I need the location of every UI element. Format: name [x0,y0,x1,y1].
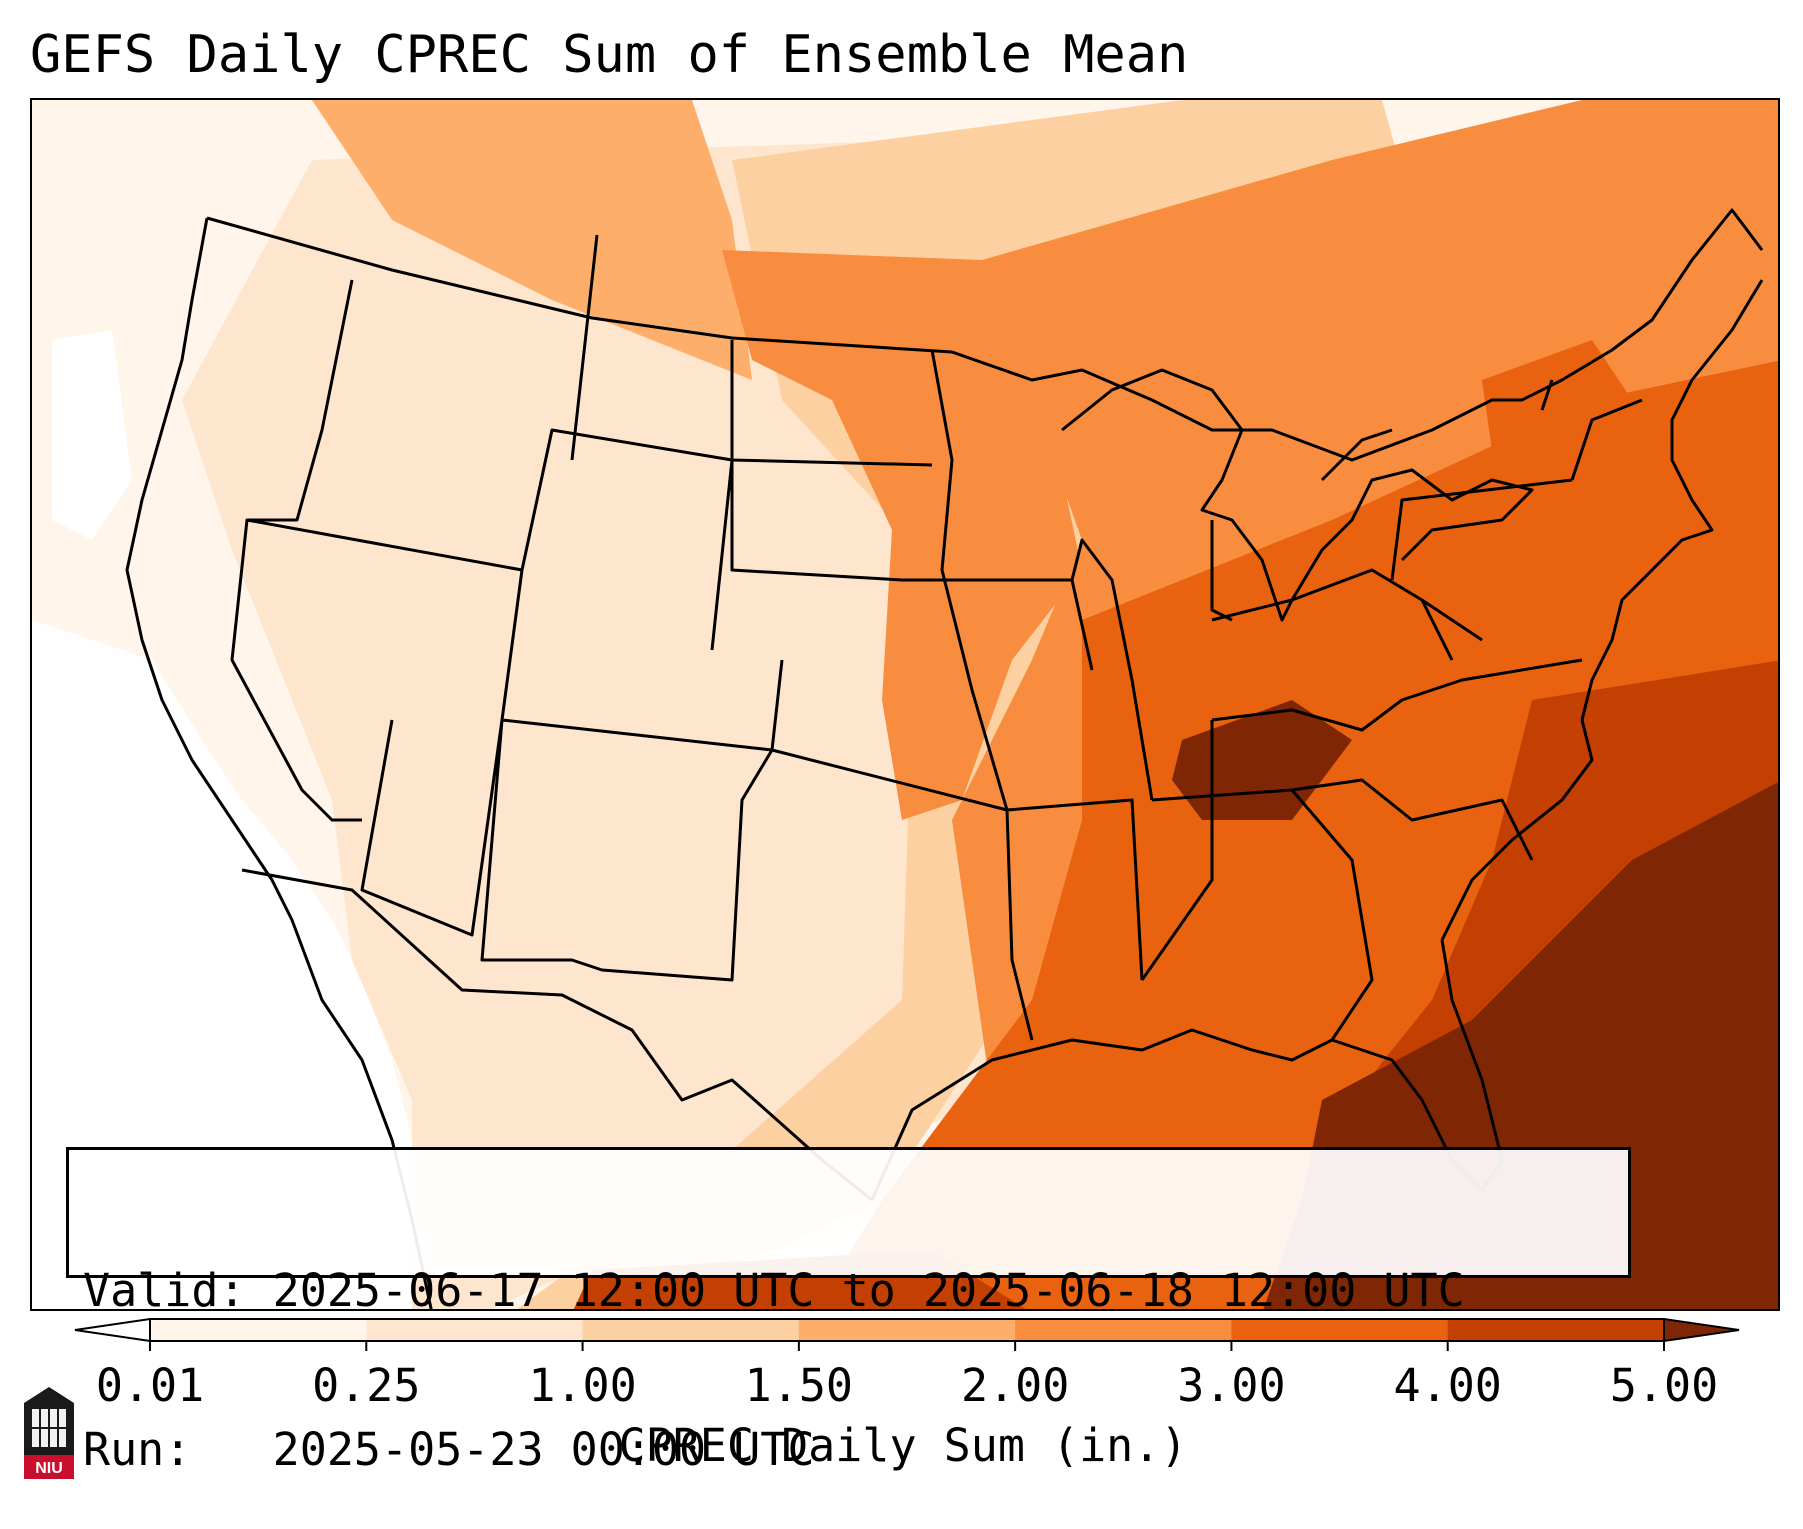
colorbar-tick-label: 5.00 [1609,1359,1719,1412]
boundary-lines [125,208,1764,1309]
precip-region-north-moderate [312,100,752,380]
logo-text: NIU [35,1460,63,1477]
precip-region-northern-plains [722,250,1082,820]
colorbar-label: CPREC Daily Sum (in.) [618,1419,1188,1472]
colorbar-tick-label: 0.25 [312,1359,421,1412]
precip-region-pacific-clear [52,330,132,540]
colorbar-bin [1015,1319,1232,1341]
colorbar-tick-label: 1.50 [744,1359,854,1412]
colorbar-ticks [149,1341,1665,1351]
colorbar-outline [149,1318,1665,1342]
niu-logo-icon: NIU [24,1387,74,1479]
colorbar-tick-label: 3.00 [1177,1359,1286,1412]
colorbar-bin [150,1319,367,1341]
precip-region-plains-light [182,140,992,1309]
colorbar-tick-label: 1.00 [528,1359,637,1412]
mexico-border [241,868,873,1202]
colorbar-tick-label: 4.00 [1393,1359,1502,1412]
colorbar-bin [366,1319,584,1341]
us-canada-border [206,208,1764,462]
chart-title: GEFS Daily CPREC Sum of Ensemble Mean [30,25,1189,85]
colorbar-tick-label: 2.00 [960,1359,1070,1412]
great-lakes-outline [1061,368,1534,622]
colorbar-over-arrow [1663,1317,1740,1343]
colorbar-bin [1447,1319,1665,1341]
colorbar [74,1317,1740,1351]
colorbar-bin [1231,1319,1449,1341]
colorbar-bins [74,1317,1740,1343]
state-lines-central [771,349,1154,1041]
valid-time-text: Valid: 2025-06-17 12:00 UTC to 2025-06-1… [83,1264,1465,1317]
state-lines-west [230,234,933,982]
precip-shading [32,100,1778,1309]
precip-region-west-dry [32,620,412,1309]
pacific-coastline [125,217,433,1309]
logo-badge [24,1455,74,1479]
colorbar-bin [582,1319,800,1341]
run-time-text: Run: 2025-05-23 00:00 UTC [83,1423,815,1476]
colorbar-bin [798,1319,1016,1341]
colorbar-tick-label: 0.01 [95,1359,205,1412]
precipitation-map [30,98,1780,1311]
valid-run-info-box: Valid: 2025-06-17 12:00 UTC to 2025-06-1… [66,1147,1631,1476]
atlantic-coastline [1440,279,1764,941]
map-canvas [32,100,1778,1309]
colorbar-under-arrow [74,1317,151,1343]
state-lines-east [1140,379,1643,1041]
precip-region-tennessee-max [1172,700,1352,820]
